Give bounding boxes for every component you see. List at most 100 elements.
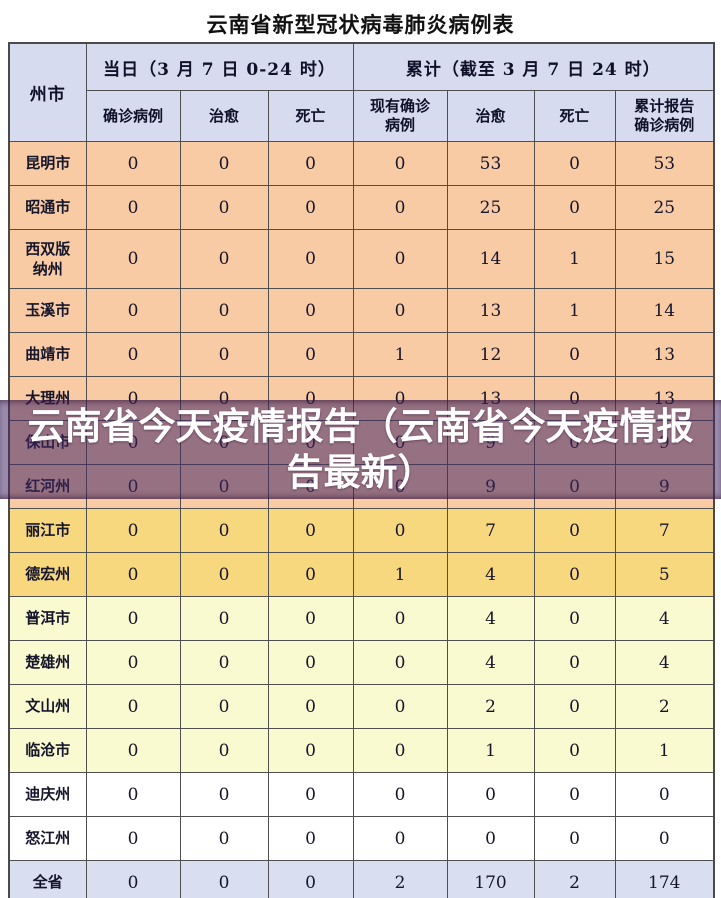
value-cell: 7 xyxy=(614,508,715,553)
value-cell: 0 xyxy=(267,229,354,289)
col-header-existing-confirmed: 现有确诊 病例 xyxy=(352,90,448,142)
page-title: 云南省新型冠状病毒肺炎病例表 xyxy=(206,12,515,37)
table-row: 全省 0 0 0 2 170 2 174 xyxy=(8,860,715,898)
value-cell: 1 xyxy=(533,288,616,333)
value-cell: 2 xyxy=(446,684,535,729)
value-cell: 0 xyxy=(179,596,269,641)
value-cell: 4 xyxy=(446,640,535,685)
table-body: 昆明市 0 0 0 0 53 0 53 昭通市 0 0 0 0 25 0 25 西双版 纳州 0 0 0 0 14 1 15 玉… xyxy=(8,141,715,898)
value-cell: 0 xyxy=(179,508,269,553)
value-cell: 0 xyxy=(352,596,448,641)
value-cell: 0 xyxy=(267,860,354,898)
table-row: 昆明市 0 0 0 0 53 0 53 xyxy=(8,141,715,186)
value-cell: 0 xyxy=(267,596,354,641)
region-cell: 曲靖市 xyxy=(8,332,87,377)
value-cell: 0 xyxy=(352,684,448,729)
value-cell: 0 xyxy=(533,596,616,641)
value-cell: 0 xyxy=(85,508,181,553)
value-cell: 0 xyxy=(179,332,269,377)
col-header-daily-confirmed: 确诊病例 xyxy=(85,90,181,142)
value-cell: 0 xyxy=(85,185,181,230)
table-row: 曲靖市 0 0 0 1 12 0 13 xyxy=(8,332,715,377)
region-cell: 临沧市 xyxy=(8,728,87,773)
value-cell: 4 xyxy=(446,596,535,641)
value-cell: 1 xyxy=(352,552,448,597)
value-cell: 0 xyxy=(267,185,354,230)
value-cell: 0 xyxy=(85,288,181,333)
value-cell: 0 xyxy=(533,684,616,729)
value-cell: 0 xyxy=(85,772,181,817)
table-row: 文山州 0 0 0 0 2 0 2 xyxy=(8,684,715,729)
value-cell: 0 xyxy=(179,684,269,729)
value-cell: 2 xyxy=(533,860,616,898)
value-cell: 0 xyxy=(85,728,181,773)
value-cell: 4 xyxy=(614,640,715,685)
table-row: 昭通市 0 0 0 0 25 0 25 xyxy=(8,185,715,230)
value-cell: 0 xyxy=(352,141,448,186)
value-cell: 0 xyxy=(179,860,269,898)
value-cell: 0 xyxy=(267,684,354,729)
table-header: 州市 当日（3 月 7 日 0-24 时） 累计（截至 3 月 7 日 24 时… xyxy=(8,42,715,142)
value-cell: 0 xyxy=(533,728,616,773)
value-cell: 53 xyxy=(614,141,715,186)
value-cell: 0 xyxy=(179,640,269,685)
value-cell: 4 xyxy=(446,552,535,597)
value-cell: 0 xyxy=(533,772,616,817)
value-cell: 0 xyxy=(179,552,269,597)
value-cell: 0 xyxy=(267,288,354,333)
value-cell: 7 xyxy=(446,508,535,553)
value-cell: 0 xyxy=(179,185,269,230)
col-header-region: 州市 xyxy=(8,42,87,142)
col-group-cumulative: 累计（截至 3 月 7 日 24 时） xyxy=(352,42,715,91)
headline-line-1: 云南省今天疫情报告（云南省今天疫情报 xyxy=(27,404,694,448)
value-cell: 0 xyxy=(614,816,715,861)
table-row: 迪庆州 0 0 0 0 0 0 0 xyxy=(8,772,715,817)
region-cell: 西双版 纳州 xyxy=(8,229,87,289)
value-cell: 0 xyxy=(267,508,354,553)
value-cell: 0 xyxy=(267,141,354,186)
table-row: 普洱市 0 0 0 0 4 0 4 xyxy=(8,596,715,641)
value-cell: 53 xyxy=(446,141,535,186)
value-cell: 5 xyxy=(614,552,715,597)
value-cell: 13 xyxy=(614,332,715,377)
value-cell: 0 xyxy=(85,141,181,186)
region-cell: 丽江市 xyxy=(8,508,87,553)
region-cell: 昆明市 xyxy=(8,141,87,186)
table-row: 怒江州 0 0 0 0 0 0 0 xyxy=(8,816,715,861)
table-row: 临沧市 0 0 0 0 1 0 1 xyxy=(8,728,715,773)
value-cell: 0 xyxy=(533,552,616,597)
value-cell: 0 xyxy=(85,332,181,377)
value-cell: 0 xyxy=(85,684,181,729)
value-cell: 0 xyxy=(614,772,715,817)
col-header-cumulative-confirmed: 累计报告 确诊病例 xyxy=(614,90,715,142)
region-cell: 文山州 xyxy=(8,684,87,729)
value-cell: 0 xyxy=(85,229,181,289)
value-cell: 170 xyxy=(446,860,535,898)
table-row: 玉溪市 0 0 0 0 13 1 14 xyxy=(8,288,715,333)
col-header-cumulative-cured: 治愈 xyxy=(446,90,535,142)
value-cell: 0 xyxy=(533,185,616,230)
col-header-cumulative-deaths: 死亡 xyxy=(533,90,616,142)
table-row: 西双版 纳州 0 0 0 0 14 1 15 xyxy=(8,229,715,289)
value-cell: 174 xyxy=(614,860,715,898)
col-header-daily-deaths: 死亡 xyxy=(267,90,354,142)
value-cell: 0 xyxy=(267,816,354,861)
value-cell: 0 xyxy=(352,229,448,289)
value-cell: 0 xyxy=(179,288,269,333)
value-cell: 0 xyxy=(533,508,616,553)
value-cell: 2 xyxy=(614,684,715,729)
value-cell: 1 xyxy=(352,332,448,377)
value-cell: 0 xyxy=(533,816,616,861)
value-cell: 0 xyxy=(352,640,448,685)
value-cell: 0 xyxy=(352,816,448,861)
value-cell: 14 xyxy=(446,229,535,289)
value-cell: 0 xyxy=(179,229,269,289)
region-cell: 普洱市 xyxy=(8,596,87,641)
region-cell: 迪庆州 xyxy=(8,772,87,817)
value-cell: 0 xyxy=(352,728,448,773)
region-cell: 全省 xyxy=(8,860,87,898)
value-cell: 1 xyxy=(533,229,616,289)
value-cell: 1 xyxy=(614,728,715,773)
value-cell: 0 xyxy=(267,728,354,773)
value-cell: 25 xyxy=(446,185,535,230)
